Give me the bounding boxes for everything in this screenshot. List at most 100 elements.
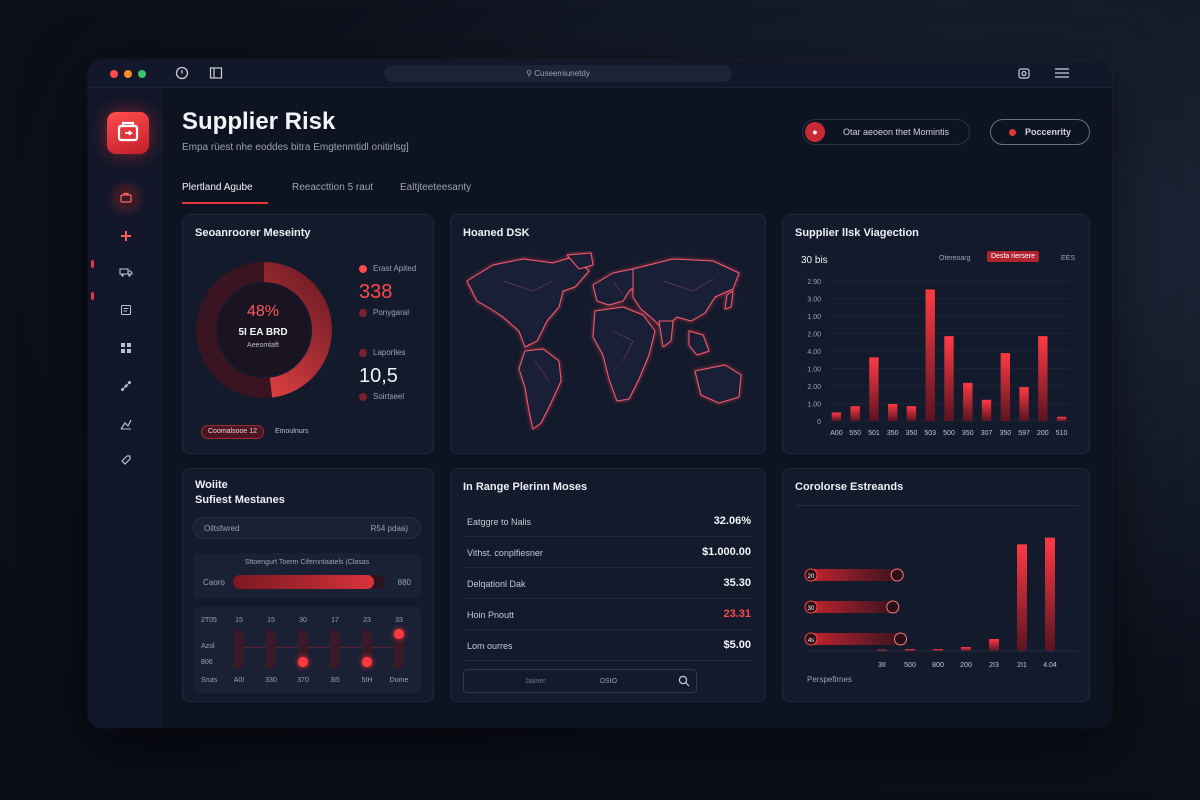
alert-icon: ● xyxy=(805,122,825,142)
bar[interactable] xyxy=(1000,353,1010,421)
horizontal-bar[interactable] xyxy=(807,633,901,645)
x-tick-label: 800 xyxy=(932,662,944,669)
metric-row[interactable]: Hoin Pnoutt 23.31 xyxy=(465,600,751,630)
bar[interactable] xyxy=(963,382,973,421)
bar-label: 4s xyxy=(808,638,814,644)
metric-row[interactable]: Vithst. conplfiesner $1.000.00 xyxy=(465,538,751,568)
bar[interactable] xyxy=(944,336,954,421)
bar-chart: 2.90 3.00 1.00 2.00 4.00 1.00 2.00 1.00 0 A00 550 5… xyxy=(807,279,1071,437)
legend-dot xyxy=(359,265,367,273)
bar[interactable] xyxy=(1019,387,1029,421)
maximize-window-button[interactable] xyxy=(138,70,146,78)
notifications-pill[interactable]: ● Otar aeoeon thet Momintis xyxy=(802,119,970,145)
sidebar-item-briefcase[interactable] xyxy=(114,186,138,210)
legend-right[interactable]: EES xyxy=(1061,255,1076,262)
trend-card-title: Corolorse Estreands xyxy=(795,481,904,493)
trend-bar[interactable] xyxy=(877,649,887,651)
bar-end-marker[interactable] xyxy=(890,568,904,582)
x-tick-label: 200 xyxy=(960,662,972,669)
sidebar-item-network[interactable] xyxy=(114,374,138,398)
footer-link[interactable]: Emoulnurs xyxy=(275,428,309,435)
search-icon[interactable] xyxy=(678,675,690,687)
sidebar-item-shipping[interactable] xyxy=(114,260,138,284)
bar[interactable] xyxy=(1038,336,1048,421)
x-tick-label: 2I3 xyxy=(989,662,999,669)
y-tick-label: 0 xyxy=(817,419,821,426)
bar-end-marker[interactable] xyxy=(886,600,900,614)
bar[interactable] xyxy=(981,399,992,421)
metric-row[interactable]: Delqationl Dak 35.30 xyxy=(465,569,751,599)
stepper-track[interactable] xyxy=(394,629,404,669)
horizontal-bar[interactable] xyxy=(807,601,893,613)
metric-row[interactable]: Lom ourres $5.00 xyxy=(465,631,751,661)
slider-fill xyxy=(233,575,375,589)
world-map[interactable] xyxy=(463,251,753,441)
slider-track[interactable] xyxy=(233,575,385,589)
window-layout-icon[interactable] xyxy=(208,66,224,82)
trend-bar[interactable] xyxy=(989,639,999,651)
bar[interactable] xyxy=(831,412,842,421)
bar[interactable] xyxy=(906,406,917,421)
stepper-bottom-label: A0I xyxy=(233,677,245,684)
sidebar-item-analytics[interactable] xyxy=(114,412,138,436)
y-tick-label: 1.00 xyxy=(807,367,821,374)
search-icon: ⚲ xyxy=(526,69,533,78)
trend-bar[interactable] xyxy=(961,647,971,651)
grid-icon xyxy=(121,343,131,353)
stepper-track[interactable] xyxy=(298,629,308,669)
share-icon[interactable] xyxy=(1016,66,1032,82)
stepper-bottom-label: 5IH xyxy=(361,677,373,684)
stepper-track[interactable] xyxy=(266,629,276,669)
metric-row[interactable]: Eatggre to Nalis 32.06% xyxy=(465,507,751,537)
bar[interactable] xyxy=(925,289,935,421)
trend-bar[interactable] xyxy=(933,649,943,651)
tab-overview[interactable]: Plertland Agube xyxy=(182,182,253,193)
stepper-row-label: Sruts xyxy=(201,677,218,684)
trend-bar[interactable] xyxy=(1017,544,1027,651)
y-tick-label: 2.00 xyxy=(807,384,821,391)
legend-dot xyxy=(359,309,367,317)
stepper-handle[interactable] xyxy=(394,629,404,639)
priority-button[interactable]: Poccenrity xyxy=(990,119,1090,145)
stepper-track[interactable] xyxy=(362,629,372,669)
map-north-america xyxy=(466,256,590,348)
status-badge[interactable]: Coomalsooe 12 xyxy=(201,425,265,439)
ring-percent: 48% xyxy=(246,303,280,320)
stepper-col-label: 17 xyxy=(331,617,339,624)
bar[interactable] xyxy=(1056,416,1067,421)
search-value: DSIO xyxy=(600,678,618,685)
bar[interactable] xyxy=(850,406,860,421)
tab-reaction[interactable]: Reeaccttion 5 raut xyxy=(292,182,374,193)
trend-bar[interactable] xyxy=(1045,537,1055,651)
sidebar-item-grid[interactable] xyxy=(114,336,138,360)
stepper-handle[interactable] xyxy=(362,657,372,667)
sidebar-item-tags[interactable] xyxy=(114,448,138,472)
clock-icon[interactable] xyxy=(174,66,190,82)
trend-bar[interactable] xyxy=(905,649,915,651)
horizontal-bar[interactable] xyxy=(807,569,898,581)
legend-active[interactable]: Desfa riersere xyxy=(987,251,1039,262)
metric-label: Hoin Pnoutt xyxy=(467,610,515,620)
sidebar-item-add[interactable] xyxy=(114,224,138,248)
map-card: Hoaned DSK xyxy=(450,214,766,454)
tab-establishments[interactable]: Ealtjteeteesanty xyxy=(400,182,472,193)
stepper-track[interactable] xyxy=(330,629,340,669)
bar-end-marker[interactable] xyxy=(894,632,907,646)
stepper-track[interactable] xyxy=(234,629,244,669)
metrics-search-input[interactable]: bainer DSIO xyxy=(463,669,697,693)
sidebar-item-documents[interactable] xyxy=(114,298,138,322)
bar[interactable] xyxy=(869,357,879,421)
address-bar[interactable]: ⚲ Cuseemiunetdy xyxy=(384,65,732,82)
app-logo[interactable] xyxy=(107,112,149,154)
minimize-window-button[interactable] xyxy=(124,70,132,78)
legend-left[interactable]: Otereoarg xyxy=(939,255,971,262)
filter-row[interactable]: Oiltsfwred R54 pdaa) xyxy=(193,517,421,539)
menu-icon[interactable] xyxy=(1054,66,1070,82)
metric-value: 23.31 xyxy=(723,608,751,620)
bar[interactable] xyxy=(888,404,898,421)
stepper-handle[interactable] xyxy=(298,657,308,667)
tag-icon xyxy=(121,455,131,465)
legend-label: Erast Apited xyxy=(373,264,417,273)
close-window-button[interactable] xyxy=(110,70,118,78)
y-tick-label: 3.00 xyxy=(807,297,821,304)
